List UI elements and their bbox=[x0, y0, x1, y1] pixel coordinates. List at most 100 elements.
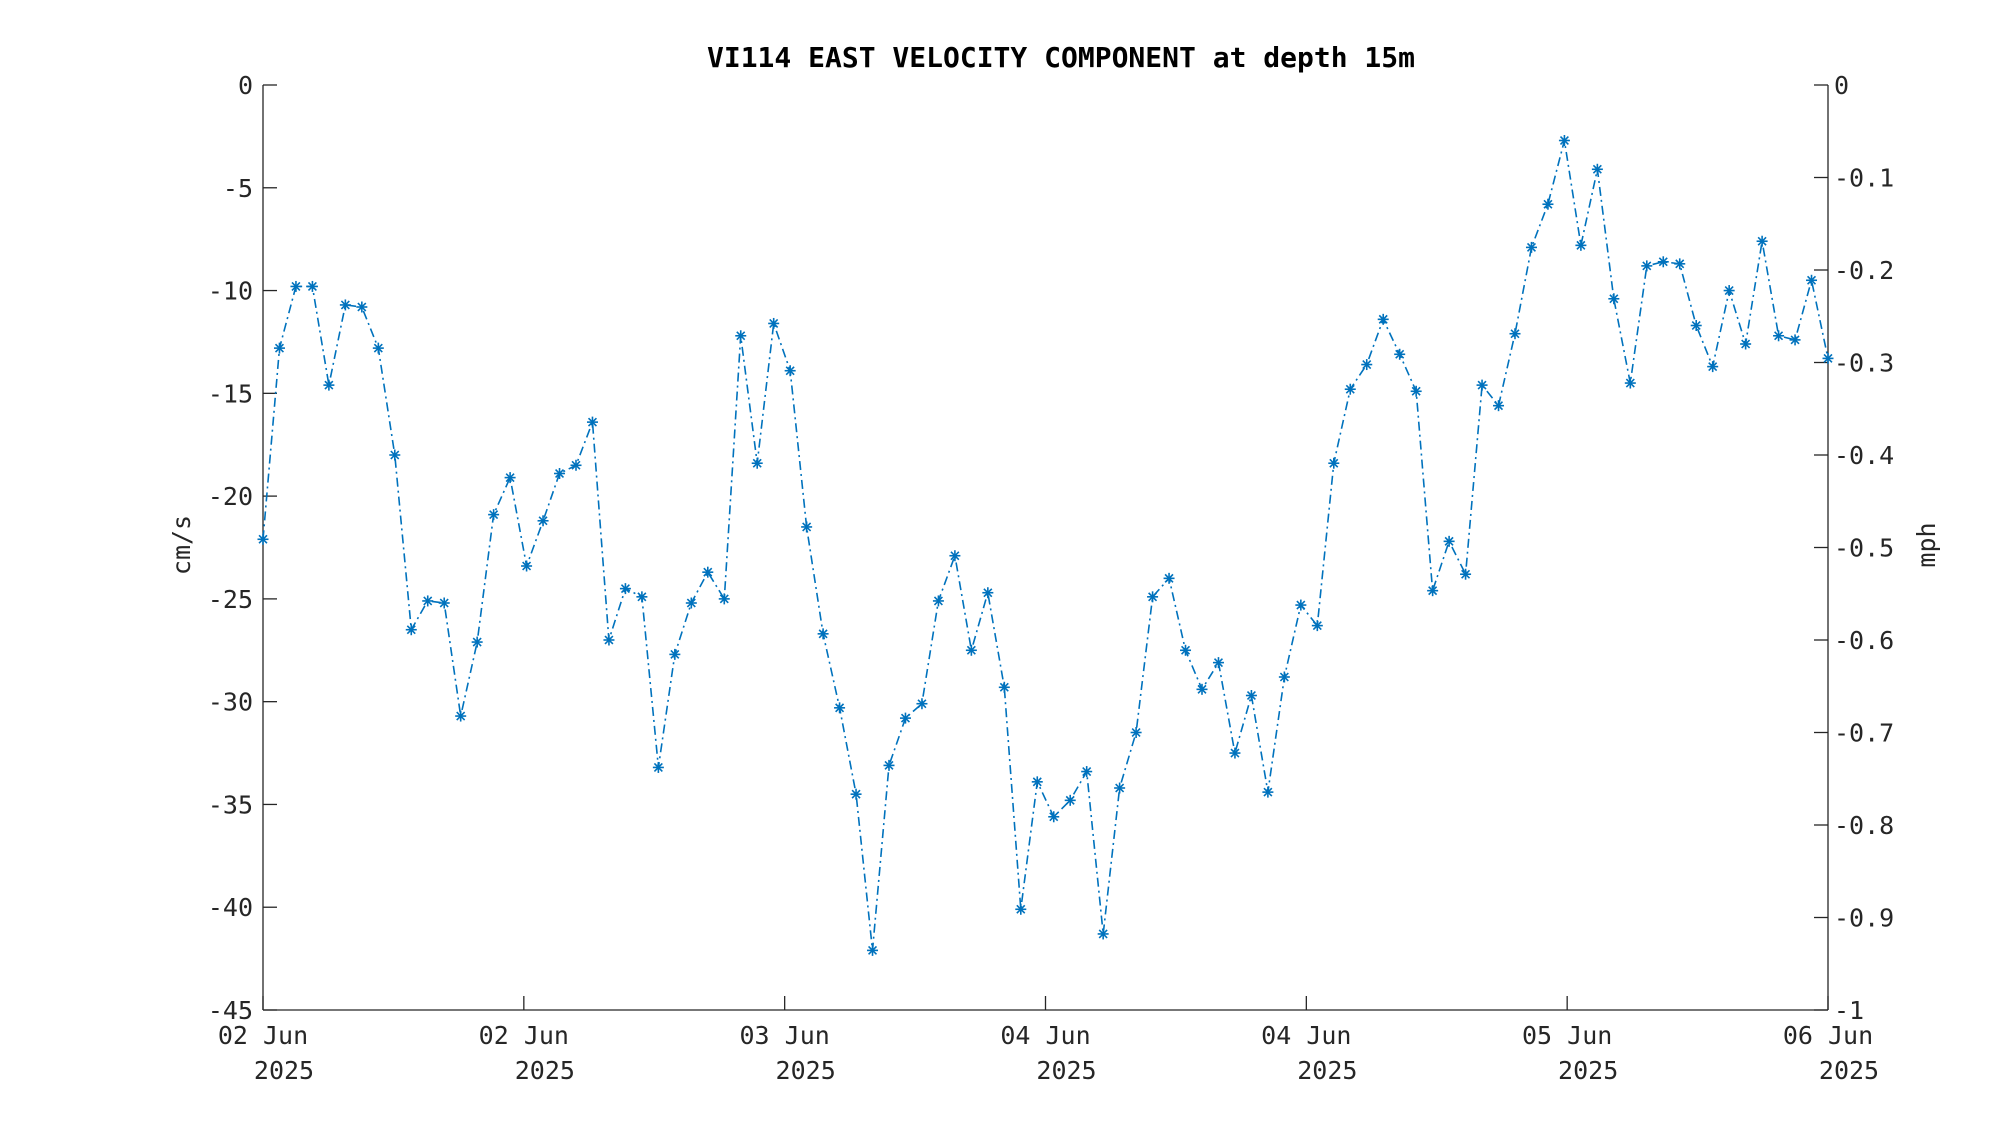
y-tick-label: -45 bbox=[208, 996, 253, 1025]
data-point-marker bbox=[1278, 671, 1290, 683]
data-point-marker bbox=[1723, 285, 1735, 297]
x-tick-date: 04 Jun bbox=[1000, 1021, 1090, 1050]
data-point-marker bbox=[883, 759, 895, 771]
y-tick-label: -10 bbox=[208, 277, 253, 306]
y-tick-label: -30 bbox=[208, 688, 253, 717]
data-point-marker bbox=[1048, 811, 1060, 823]
data-point-marker bbox=[1690, 320, 1702, 331]
x-tick-date: 04 Jun bbox=[1261, 1021, 1351, 1050]
data-point-marker bbox=[306, 280, 318, 292]
x-tick-date: 03 Jun bbox=[740, 1021, 830, 1050]
data-point-marker bbox=[1229, 747, 1241, 759]
x-tick-year: 2025 bbox=[1036, 1056, 1096, 1085]
data-point-marker bbox=[1097, 928, 1109, 940]
data-point-marker bbox=[1806, 274, 1818, 286]
x-tick-date: 05 Jun bbox=[1522, 1021, 1612, 1050]
y2-tick-label: -0.6 bbox=[1834, 626, 1894, 655]
data-point-marker bbox=[702, 566, 714, 578]
data-point-marker bbox=[932, 595, 944, 607]
data-point-marker bbox=[949, 550, 961, 562]
data-point-marker bbox=[619, 583, 631, 595]
data-point-marker bbox=[1410, 385, 1422, 397]
y-axis-label: cm/s bbox=[167, 515, 196, 575]
data-point-marker bbox=[405, 624, 417, 636]
y-tick-label: -35 bbox=[208, 790, 253, 819]
data-point-marker bbox=[1476, 379, 1488, 391]
data-point-marker bbox=[1031, 776, 1043, 788]
data-point-marker bbox=[1064, 794, 1076, 806]
data-point-marker bbox=[323, 379, 335, 391]
data-point-marker bbox=[751, 457, 763, 469]
data-point-marker bbox=[1641, 260, 1653, 272]
data-point-marker bbox=[636, 591, 648, 603]
data-point-marker bbox=[899, 712, 911, 724]
y2-tick-label: -0.3 bbox=[1834, 349, 1894, 378]
data-point-marker bbox=[1624, 377, 1636, 389]
data-point-marker bbox=[784, 365, 796, 377]
data-point-marker bbox=[422, 595, 434, 607]
data-point-marker bbox=[521, 560, 533, 572]
data-point-marker bbox=[718, 593, 730, 605]
data-point-marker bbox=[1212, 657, 1224, 669]
chart-title: VI114 EAST VELOCITY COMPONENT at depth 1… bbox=[707, 41, 1415, 74]
data-point-marker bbox=[438, 597, 450, 609]
data-point-marker bbox=[1114, 782, 1126, 794]
data-point-marker bbox=[339, 299, 351, 311]
data-point-marker bbox=[290, 280, 302, 292]
data-point-marker bbox=[1558, 135, 1570, 146]
data-point-marker bbox=[1525, 241, 1537, 253]
data-point-marker bbox=[669, 648, 681, 660]
data-point-marker bbox=[1608, 293, 1620, 305]
series-layer bbox=[257, 135, 1834, 956]
series-line bbox=[262, 140, 1829, 951]
data-point-marker bbox=[965, 644, 977, 656]
data-point-marker bbox=[389, 449, 401, 461]
data-point-marker bbox=[471, 636, 483, 648]
data-point-marker bbox=[817, 628, 829, 640]
data-point-marker bbox=[603, 634, 615, 646]
data-point-marker bbox=[537, 515, 549, 527]
data-point-marker bbox=[1147, 591, 1159, 603]
data-point-marker bbox=[1657, 256, 1669, 268]
data-point-marker bbox=[570, 459, 582, 471]
data-point-marker bbox=[768, 317, 780, 329]
x-tick-year: 2025 bbox=[1558, 1056, 1618, 1085]
x-tick-year: 2025 bbox=[515, 1056, 575, 1085]
data-point-marker bbox=[982, 587, 994, 599]
data-point-marker bbox=[1493, 400, 1505, 412]
data-point-marker bbox=[1789, 334, 1801, 346]
data-point-marker bbox=[1163, 572, 1175, 584]
data-point-marker bbox=[1542, 198, 1554, 210]
data-point-marker bbox=[1740, 338, 1752, 350]
data-point-marker bbox=[257, 533, 269, 545]
data-point-marker bbox=[850, 788, 862, 800]
y2-axis-label: mph bbox=[1912, 522, 1941, 567]
y2-tick-label: -0.9 bbox=[1834, 904, 1894, 933]
y2-tick-label: -1 bbox=[1834, 996, 1864, 1025]
data-point-marker bbox=[1196, 683, 1208, 695]
data-point-marker bbox=[1756, 235, 1768, 247]
data-point-marker bbox=[998, 681, 1010, 693]
y-tick-label: -5 bbox=[223, 174, 253, 203]
y2-tick-label: 0 bbox=[1834, 71, 1849, 100]
x-tick-year: 2025 bbox=[1297, 1056, 1357, 1085]
data-point-marker bbox=[356, 301, 368, 313]
data-point-marker bbox=[867, 944, 879, 956]
y-tick-label: -25 bbox=[208, 585, 253, 614]
y2-tick-label: -0.1 bbox=[1834, 164, 1894, 193]
data-point-marker bbox=[372, 342, 384, 354]
data-point-marker bbox=[504, 472, 516, 484]
data-point-marker bbox=[735, 330, 747, 342]
y2-tick-label: -0.4 bbox=[1834, 441, 1894, 470]
y2-tick-label: -0.8 bbox=[1834, 811, 1894, 840]
data-point-marker bbox=[1130, 727, 1142, 738]
x-tick-year: 2025 bbox=[1819, 1056, 1879, 1085]
data-point-marker bbox=[455, 710, 467, 722]
x-tick-date: 06 Jun bbox=[1783, 1021, 1873, 1050]
y2-tick-label: -0.5 bbox=[1834, 534, 1894, 563]
x-tick-date: 02 Jun bbox=[479, 1021, 569, 1050]
data-point-marker bbox=[1591, 163, 1603, 175]
data-point-marker bbox=[586, 416, 598, 428]
